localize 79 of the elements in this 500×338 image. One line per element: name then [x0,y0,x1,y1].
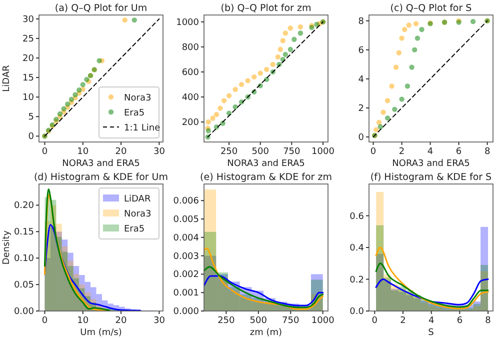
x-axis-title: NORA3 and ERA5 [392,159,470,169]
x-tick-label: 250 [218,316,236,326]
y-tick-label: 0.006 [173,196,200,207]
y-tick-label: 8 [358,16,364,27]
x-tick-label: 2 [398,147,405,157]
x-tick-label: 750 [282,316,300,326]
x-tick-label: 250 [220,147,238,157]
x-tick-label: 8 [484,147,490,157]
y-tick-label: 6 [358,46,364,56]
x-tick-label: 2 [400,316,406,326]
legend-label: Era5 [124,108,145,118]
x-tick-label: 0 [42,147,48,157]
y-tick-label: 5 [28,112,34,123]
y-tick-label: 0.10 [14,254,34,264]
y-tick-label: 400 [182,92,200,103]
y-tick-label: 0.4 [350,244,364,254]
x-axis-title: zm (m) [250,328,282,338]
y-tick-label: 800 [182,42,200,53]
x-tick-label: 0 [370,147,376,157]
x-axis-title: NORA3 and ERA5 [227,159,305,169]
x-tick-label: 500 [252,147,270,157]
y-tick-label: 4 [358,74,364,85]
y-tick-label: 600 [182,68,200,78]
y-axis-title: Density [2,230,12,265]
chart-title: (a) Q–Q Plot for Um [54,3,148,14]
legend-label: Nora3 [124,210,152,220]
legend-label: Era5 [124,224,145,234]
y-tick-label: 30 [22,14,34,25]
chart-title: (e) Histogram & KDE for zm [200,172,332,183]
chart-title: (c) Q–Q Plot for S [390,3,472,14]
y-tick-label: 0.0 [350,307,364,317]
y-tick-label: 2 [358,104,364,114]
x-tick-label: 1000 [311,316,335,326]
y-tick-label: 0.005 [173,214,199,225]
chart-title: (d) Histogram & KDE for Um [34,172,168,183]
x-tick-label: 30 [153,147,166,157]
x-tick-label: 0 [372,316,378,326]
x-tick-label: 30 [153,316,166,326]
y-tick-label: 10 [22,93,34,104]
y-tick-label: 0.002 [173,270,199,280]
y-tick-label: 0.001 [173,288,199,299]
x-tick-label: 750 [283,147,301,157]
x-tick-label: 20 [115,147,128,157]
y-tick-label: 0.004 [173,233,200,244]
y-tick-label: 0.2 [350,275,364,286]
y-tick-label: 0 [358,132,364,143]
y-tick-label: 15 [22,74,34,84]
x-tick-label: 1000 [312,147,335,157]
x-tick-label: 6 [456,147,462,157]
x-tick-label: 500 [250,316,268,326]
x-axis-title: Um (m/s) [80,328,122,338]
x-tick-label: 4 [427,147,434,157]
y-tick-label: 20 [22,54,34,64]
y-tick-label: 0 [28,132,34,142]
legend-label: Nora3 [124,94,152,104]
y-tick-label: 25 [22,34,34,44]
y-tick-label: 0.000 [173,307,200,317]
x-tick-label: 6 [456,316,463,326]
x-tick-label: 8 [485,316,492,326]
x-axis-title: S [428,328,434,338]
x-tick-label: 10 [77,147,89,157]
y-tick-label: 0.6 [350,212,364,222]
y-tick-label: 0.15 [14,228,34,238]
y-tick-label: 0.20 [14,201,34,212]
y-axis-title: LiDAR [2,65,12,92]
chart-title: (f) Histogram & KDE for S [370,172,492,183]
y-tick-label: 0.003 [173,252,199,262]
y-tick-label: 200 [182,118,200,128]
y-tick-label: 0.00 [14,307,34,317]
x-axis-title: NORA3 and ERA5 [62,159,140,169]
y-tick-label: 0.05 [14,280,34,291]
y-tick-label: 1000 [176,18,200,28]
legend-label: LiDAR [124,194,151,204]
legend-label: 1:1 Line [124,124,161,134]
x-tick-label: 10 [77,316,89,326]
x-tick-label: 4 [428,316,434,326]
x-tick-label: 0 [42,316,48,326]
x-tick-label: 20 [115,316,128,326]
chart-title: (b) Q–Q Plot for zm [220,3,312,14]
